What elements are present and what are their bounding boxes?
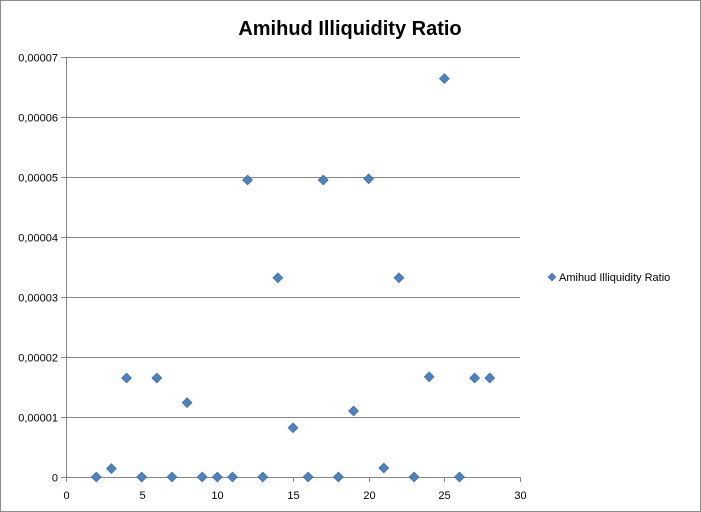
y-tick-label: 0: [52, 473, 58, 485]
axes: [61, 57, 521, 482]
data-point: [136, 471, 148, 483]
y-tick-label: 0,00003: [18, 293, 58, 305]
legend-marker: [547, 272, 557, 282]
y-tick-label: 0,00002: [18, 353, 58, 365]
data-point: [196, 471, 208, 483]
data-point: [363, 173, 375, 185]
chart-title: Amihud Illiquidity Ratio: [238, 18, 461, 40]
data-point: [105, 463, 117, 475]
data-point: [227, 471, 238, 483]
data-point: [90, 471, 102, 483]
data-points: [90, 73, 496, 483]
data-point: [287, 422, 299, 434]
x-tick-labels: 0 5 10 15 20 25 30: [63, 490, 526, 502]
y-tick-label: 0,00006: [18, 113, 58, 125]
y-tick-label: 0,00001: [18, 413, 58, 425]
data-point: [211, 471, 223, 483]
legend: Amihud Illiquidity Ratio: [547, 272, 670, 284]
data-point: [166, 471, 178, 483]
data-point: [272, 272, 284, 284]
y-tick-label: 0,00005: [18, 173, 58, 185]
grid-lines: [66, 57, 520, 418]
x-tick-label: 5: [139, 490, 145, 502]
data-point: [378, 462, 390, 474]
data-point: [151, 372, 163, 384]
data-point: [393, 272, 405, 284]
data-point: [317, 174, 329, 186]
data-point: [469, 372, 481, 384]
y-tick-label: 0,00004: [18, 233, 58, 245]
data-point: [121, 372, 132, 384]
x-tick-label: 30: [514, 490, 526, 502]
data-point: [423, 371, 435, 383]
y-tick-labels: 0 0,00001 0,00002 0,00003 0,00004 0,00005 0,00…: [18, 53, 58, 485]
data-point: [181, 397, 193, 409]
data-point: [242, 174, 254, 186]
x-tick-label: 20: [363, 490, 375, 502]
x-tick-label: 25: [438, 490, 450, 502]
x-tick-label: 0: [63, 490, 69, 502]
y-tick-label: 0,00007: [18, 53, 58, 65]
data-point: [408, 471, 420, 483]
data-point: [438, 73, 450, 85]
data-point: [348, 405, 359, 417]
data-point: [454, 471, 465, 483]
data-point: [302, 471, 314, 483]
x-tick-label: 15: [287, 490, 299, 502]
data-point: [332, 471, 344, 483]
x-tick-label: 10: [211, 490, 223, 502]
data-point: [484, 372, 496, 384]
data-point: [257, 471, 269, 483]
legend-label: Amihud Illiquidity Ratio: [559, 272, 670, 284]
